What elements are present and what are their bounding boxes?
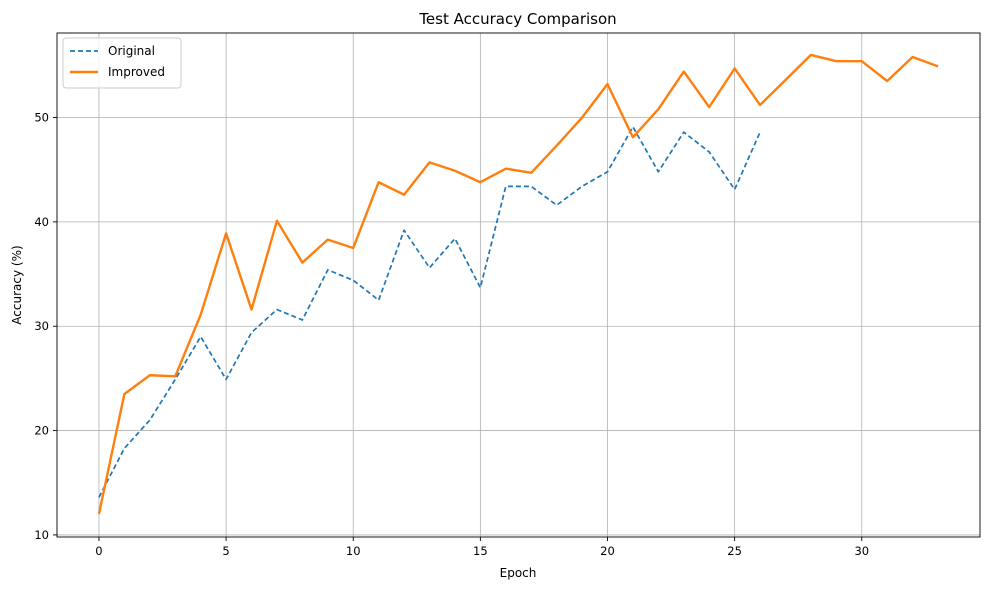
- x-tick-label: 10: [346, 544, 361, 558]
- x-tick-label: 30: [854, 544, 869, 558]
- x-tick-label: 20: [600, 544, 615, 558]
- y-tick-label: 50: [34, 111, 49, 125]
- x-axis-label: Epoch: [500, 566, 537, 580]
- y-tick-label: 40: [34, 215, 49, 229]
- ticks: 0 5 10 15 20 25 30 10 20 30 40 50: [34, 111, 869, 558]
- y-tick-label: 10: [34, 528, 49, 542]
- chart-title: Test Accuracy Comparison: [418, 10, 616, 28]
- series-line-improved: [97, 53, 939, 515]
- x-tick-label: 15: [473, 544, 488, 558]
- plot-frame: [56, 32, 981, 538]
- legend: Original Improved: [62, 37, 182, 89]
- x-tick-label: 25: [727, 544, 742, 558]
- legend-label-improved: Improved: [108, 65, 165, 79]
- legend-box: [62, 37, 182, 89]
- series-line-original: [98, 126, 761, 498]
- grid: [57, 33, 980, 537]
- y-tick-label: 20: [34, 424, 49, 438]
- x-tick-label: 5: [222, 544, 229, 558]
- axes: [56, 32, 981, 538]
- y-tick-label: 30: [34, 319, 49, 333]
- x-tick-label: 0: [95, 544, 102, 558]
- y-axis-label: Accuracy (%): [10, 245, 24, 324]
- legend-label-original: Original: [108, 44, 155, 58]
- series-lines: [97, 53, 939, 515]
